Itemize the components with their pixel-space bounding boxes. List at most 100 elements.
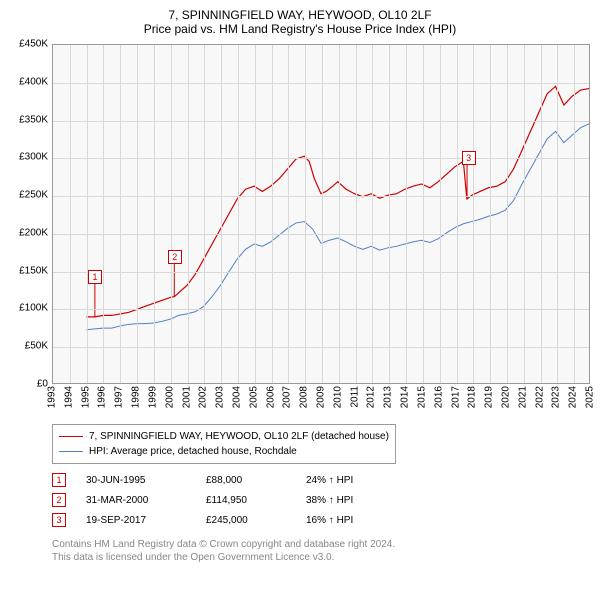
x-tick-label: 2010: [332, 386, 343, 408]
gridline-h: [53, 196, 589, 197]
tx-price: £114,950: [206, 490, 306, 510]
x-tick-label: 1994: [63, 386, 74, 408]
x-tick-label: 2021: [517, 386, 528, 408]
x-tick-label: 2012: [366, 386, 377, 408]
gridline-v: [541, 45, 542, 383]
y-tick-label: £400K: [19, 76, 48, 87]
gridline-h: [53, 272, 589, 273]
transaction-row: 2 31-MAR-2000£114,95038% ↑ HPI: [52, 490, 363, 510]
x-tick-label: 2001: [181, 386, 192, 408]
x-tick-label: 2014: [400, 386, 411, 408]
tx-hpi-diff: 24% ↑ HPI: [306, 470, 363, 490]
gridline-v: [574, 45, 575, 383]
footer-line-1: Contains HM Land Registry data © Crown c…: [52, 538, 590, 551]
x-tick-label: 2023: [551, 386, 562, 408]
x-tick-label: 1996: [97, 386, 108, 408]
footer-line-2: This data is licensed under the Open Gov…: [52, 551, 590, 564]
gridline-v: [473, 45, 474, 383]
legend-row: HPI: Average price, detached house, Roch…: [59, 444, 389, 459]
transaction-row: 319-SEP-2017£245,00016% ↑ HPI: [52, 510, 363, 530]
chart-marker-3: 3: [462, 151, 476, 165]
legend-row: 7, SPINNINGFIELD WAY, HEYWOOD, OL10 2LF …: [59, 429, 389, 444]
transaction-row: 130-JUN-1995£88,00024% ↑ HPI: [52, 470, 363, 490]
x-tick-label: 2005: [248, 386, 259, 408]
gridline-v: [524, 45, 525, 383]
tx-marker-cell: 1: [52, 470, 86, 490]
x-tick-label: 2004: [231, 386, 242, 408]
gridline-v: [188, 45, 189, 383]
x-tick-label: 2024: [568, 386, 579, 408]
chart-marker-1: 1: [88, 270, 102, 284]
gridline-h: [53, 121, 589, 122]
gridline-v: [440, 45, 441, 383]
title-line-2: Price paid vs. HM Land Registry's House …: [10, 22, 590, 36]
x-tick-label: 2009: [316, 386, 327, 408]
x-tick-label: 1995: [80, 386, 91, 408]
marker-icon-2: 2: [52, 493, 66, 507]
y-tick-label: £100K: [19, 303, 48, 314]
x-tick-label: 1993: [47, 386, 58, 408]
x-tick-label: 2008: [299, 386, 310, 408]
footer: Contains HM Land Registry data © Crown c…: [52, 538, 590, 564]
gridline-v: [221, 45, 222, 383]
x-tick-label: 2022: [534, 386, 545, 408]
gridline-v: [288, 45, 289, 383]
gridline-v: [389, 45, 390, 383]
gridline-v: [272, 45, 273, 383]
x-tick-label: 1999: [147, 386, 158, 408]
series-line: [86, 124, 589, 330]
plot-area: 1 2 3: [52, 44, 590, 384]
x-tick-label: 1998: [131, 386, 142, 408]
tx-date: 31-MAR-2000: [86, 490, 206, 510]
gridline-h: [53, 309, 589, 310]
gridline-v: [356, 45, 357, 383]
y-tick-label: £250K: [19, 190, 48, 201]
gridline-h: [53, 347, 589, 348]
x-tick-label: 2011: [349, 386, 360, 408]
tx-hpi-diff: 38% ↑ HPI: [306, 490, 363, 510]
marker-icon-1: 1: [52, 473, 66, 487]
legend-label: 7, SPINNINGFIELD WAY, HEYWOOD, OL10 2LF …: [89, 429, 389, 444]
gridline-v: [339, 45, 340, 383]
chart-container: 7, SPINNINGFIELD WAY, HEYWOOD, OL10 2LF …: [0, 0, 600, 572]
x-tick-label: 2003: [215, 386, 226, 408]
gridline-v: [204, 45, 205, 383]
tx-date: 19-SEP-2017: [86, 510, 206, 530]
tx-hpi-diff: 16% ↑ HPI: [306, 510, 363, 530]
gridline-v: [120, 45, 121, 383]
gridline-v: [255, 45, 256, 383]
legend-box: 7, SPINNINGFIELD WAY, HEYWOOD, OL10 2LF …: [52, 424, 396, 464]
title-line-1: 7, SPINNINGFIELD WAY, HEYWOOD, OL10 2LF: [10, 8, 590, 22]
x-tick-label: 2016: [433, 386, 444, 408]
chart-svg: [53, 45, 589, 383]
gridline-v: [490, 45, 491, 383]
tx-marker-cell: 2: [52, 490, 86, 510]
gridline-v: [305, 45, 306, 383]
y-tick-label: £450K: [19, 39, 48, 50]
y-tick-label: £200K: [19, 227, 48, 238]
y-tick-label: £50K: [25, 341, 48, 352]
gridline-v: [103, 45, 104, 383]
gridline-v: [372, 45, 373, 383]
x-tick-label: 2025: [585, 386, 596, 408]
y-tick-label: £300K: [19, 152, 48, 163]
chart-row: £0£50K£100K£150K£200K£250K£300K£350K£400…: [10, 44, 590, 384]
gridline-v: [457, 45, 458, 383]
x-tick-label: 2020: [500, 386, 511, 408]
x-tick-label: 2018: [467, 386, 478, 408]
chart-marker-2: 2: [168, 250, 182, 264]
plot-wrap: 1 2 3: [52, 44, 590, 384]
x-tick-label: 2015: [416, 386, 427, 408]
gridline-h: [53, 234, 589, 235]
gridline-v: [137, 45, 138, 383]
x-tick-label: 2017: [450, 386, 461, 408]
marker-icon-3: 3: [52, 513, 66, 527]
gridline-v: [238, 45, 239, 383]
tx-marker-cell: 3: [52, 510, 86, 530]
x-tick-label: 2019: [484, 386, 495, 408]
gridline-v: [154, 45, 155, 383]
gridline-h: [53, 83, 589, 84]
y-tick-label: £150K: [19, 265, 48, 276]
gridline-v: [87, 45, 88, 383]
gridline-v: [70, 45, 71, 383]
